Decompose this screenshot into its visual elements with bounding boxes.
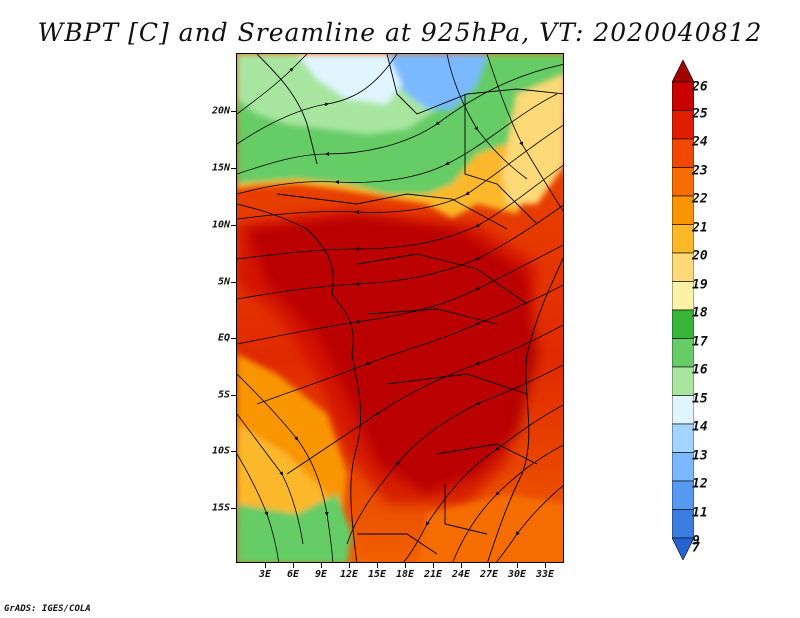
colorbar-swatch — [672, 537, 694, 560]
lat-label: 15N — [211, 162, 230, 174]
colorbar-swatch — [672, 81, 694, 111]
lon-tick — [265, 563, 266, 568]
colorbar-label: 19 — [692, 277, 708, 292]
colorbar-label: 9 — [692, 533, 700, 549]
colorbar-swatch — [672, 224, 694, 254]
lon-label: 3E — [258, 569, 272, 580]
colorbar-label: 7 — [692, 540, 700, 556]
colorbar-swatch — [672, 138, 694, 168]
lon-tick — [433, 563, 434, 568]
colorbar-swatch — [672, 509, 694, 539]
lat-label: 15S — [211, 502, 230, 514]
colorbar — [672, 60, 694, 560]
lon-tick — [489, 563, 490, 568]
lon-label: 18E — [395, 569, 415, 580]
lon-tick — [349, 563, 350, 568]
colorbar-label: 23 — [692, 163, 708, 178]
map-title: WBPT [C] and Sreamline at 925hPa, VT: 20… — [37, 18, 763, 47]
colorbar-label: 12 — [692, 476, 708, 492]
colorbar-label: 25 — [692, 106, 708, 121]
lon-tick — [517, 563, 518, 568]
colorbar-swatch — [672, 195, 694, 225]
lon-tick — [545, 563, 546, 568]
lat-tick — [231, 395, 236, 396]
lat-label: 20N — [211, 105, 230, 117]
colorbar-swatch — [672, 252, 694, 282]
colorbar-label: 16 — [692, 362, 708, 378]
lon-label: 30E — [507, 569, 527, 580]
colorbar-swatch — [672, 110, 694, 140]
lat-label: 10N — [211, 219, 230, 231]
lat-tick — [231, 508, 236, 509]
colorbar-label: 13 — [692, 448, 708, 463]
lon-label: 27E — [479, 569, 499, 580]
lat-tick — [231, 225, 236, 226]
colorbar-label: 18 — [692, 305, 708, 321]
colorbar-swatch — [672, 338, 694, 368]
colorbar-label: 17 — [692, 334, 708, 349]
lat-label: EQ — [217, 332, 230, 344]
colorbar-label: 15 — [692, 391, 708, 406]
lat-label: 10S — [211, 445, 230, 457]
colorbar-label: 24 — [692, 134, 708, 150]
lon-tick — [321, 563, 322, 568]
lon-label: 21E — [423, 569, 443, 580]
streamlines — [237, 54, 563, 562]
lon-label: 6E — [286, 569, 300, 580]
colorbar-swatch — [672, 395, 694, 425]
lon-tick — [377, 563, 378, 568]
colorbar-label: 14 — [692, 419, 708, 435]
colorbar-swatch — [672, 167, 694, 197]
colorbar-label: 26 — [692, 79, 708, 95]
colorbar-swatch — [672, 423, 694, 453]
colorbar-swatch — [672, 60, 694, 83]
footer-credit: GrADS: IGES/COLA — [4, 604, 91, 614]
colorbar-label: 21 — [692, 220, 708, 235]
colorbar-swatch — [672, 366, 694, 396]
lon-tick — [405, 563, 406, 568]
colorbar-label: 20 — [692, 248, 708, 264]
lat-tick — [231, 168, 236, 169]
colorbar-label: 22 — [692, 191, 708, 207]
lon-tick — [293, 563, 294, 568]
map-panel — [236, 53, 564, 563]
lon-label: 9E — [314, 569, 328, 580]
colorbar-swatch — [672, 281, 694, 311]
lon-label: 33E — [535, 569, 555, 580]
lat-tick — [231, 111, 236, 112]
lat-label: 5N — [217, 276, 230, 288]
field-northern-paleblue — [297, 54, 402, 104]
colorbar-label: 11 — [692, 505, 708, 520]
wbpt-streamline-map — [237, 54, 563, 562]
lat-tick — [231, 338, 236, 339]
colorbar-swatch — [672, 309, 694, 339]
colorbar-swatch — [672, 452, 694, 482]
lat-tick — [231, 282, 236, 283]
lon-label: 24E — [451, 569, 471, 580]
lon-tick — [461, 563, 462, 568]
colorbar-swatch — [672, 480, 694, 510]
lon-label: 15E — [367, 569, 387, 580]
lat-tick — [231, 451, 236, 452]
lon-label: 12E — [339, 569, 359, 580]
lat-label: 5S — [217, 389, 230, 401]
